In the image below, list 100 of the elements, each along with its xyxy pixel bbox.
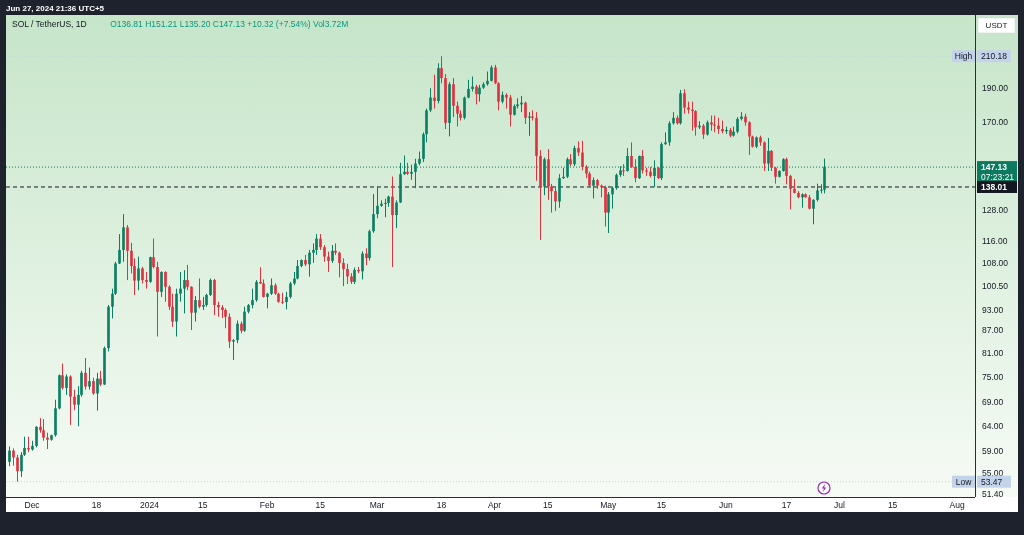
candlestick (198, 278, 201, 309)
ref-line-label: High (954, 51, 973, 62)
candlestick (573, 145, 576, 167)
candlestick (164, 270, 167, 303)
x-tick-label: 18 (91, 500, 102, 510)
candlestick (179, 271, 182, 303)
x-tick-label: 15 (542, 500, 553, 510)
x-tick-label: 2024 (140, 500, 160, 510)
candlestick (137, 256, 140, 291)
x-tick-label: Dec (24, 500, 41, 510)
candlestick (668, 120, 671, 147)
candlestick (183, 269, 186, 314)
y-tick-label: 59.00 (982, 446, 1004, 457)
candlestick (122, 213, 125, 263)
y-tick-label: 64.00 (982, 420, 1004, 431)
text: O136.81 H151.21 L135.20 C147.13 +10.32 (+7.54%) Vol3.72M (110, 19, 349, 29)
candlestick (384, 198, 387, 218)
candlestick (35, 425, 38, 448)
candlestick (592, 176, 595, 199)
candlestick (65, 373, 68, 396)
candlestick (812, 198, 815, 225)
x-tick-label: 15 (315, 500, 326, 510)
y-tick-label: 69.00 (982, 397, 1004, 408)
y-tick-label: 81.00 (982, 347, 1004, 358)
candlestick (194, 295, 197, 323)
candlestick (524, 101, 527, 125)
x-tick-label: Jul (834, 500, 846, 510)
y-tick-label: 108.00 (982, 258, 1009, 269)
y-tick-label: 75.00 (982, 371, 1004, 382)
y-tick-label: 93.00 (982, 304, 1004, 315)
candlestick (16, 454, 19, 483)
x-tick-label: 15 (656, 500, 667, 510)
candlestick (84, 357, 87, 391)
x-tick-label: 18 (436, 500, 447, 510)
candlestick (391, 176, 394, 268)
candlestick (281, 292, 284, 305)
y-tick-label: 128.00 (982, 205, 1009, 216)
x-tick-label: Aug (949, 500, 965, 510)
ref-line-label: Low (955, 476, 973, 487)
candlestick (61, 363, 64, 391)
x-tick-label: 15 (887, 500, 898, 510)
candlestick (531, 109, 534, 122)
candlestick (634, 158, 637, 183)
y-tick-label: 138.01 (981, 181, 1008, 192)
candlestick (562, 167, 565, 180)
candlestick (789, 174, 792, 210)
candlestick (251, 288, 254, 309)
x-tick-label: Apr (487, 500, 502, 510)
text: Jun 27, 2024 21:36 UTC+5 (6, 3, 105, 13)
candlestick (342, 257, 345, 287)
candlestick (338, 251, 341, 278)
candlestick (763, 140, 766, 172)
candlestick (361, 250, 364, 280)
candlestick (232, 338, 235, 361)
candlestick (186, 264, 189, 291)
candlestick (224, 307, 227, 329)
candlestick (581, 140, 584, 171)
candlestick (429, 87, 432, 113)
text: 07:23:21 (981, 172, 1015, 183)
y-tick-label: 170.00 (982, 117, 1009, 128)
candlestick (372, 193, 375, 234)
y-tick-label: 190.00 (982, 82, 1009, 93)
y-tick-label: 147.13 (981, 162, 1008, 173)
candlestick (558, 173, 561, 209)
candlestick (440, 55, 443, 84)
y-tick-label: 100.50 (982, 280, 1009, 291)
y-tick-label: 55.00 (982, 467, 1004, 478)
y-tick-label: 116.00 (982, 235, 1008, 246)
candlestick (327, 251, 330, 273)
candlestick (376, 185, 379, 219)
x-tick-label: Feb (259, 500, 275, 510)
candlestick (73, 389, 76, 411)
y-tick-label: 87.00 (982, 325, 1004, 336)
x-tick-label: Mar (369, 500, 385, 510)
candlestick (630, 141, 633, 169)
y-tick-label: 53.47 (981, 476, 1003, 487)
candlestick (69, 374, 72, 426)
candlestick (433, 74, 436, 110)
candlestick (346, 263, 349, 285)
candlestick (308, 249, 311, 278)
candlestick (653, 159, 656, 188)
candlestick (767, 137, 770, 172)
candlestick (554, 186, 557, 212)
candlestick (452, 77, 455, 118)
text: SOL / TetherUS, 1D (12, 19, 87, 29)
candlestick (607, 191, 610, 234)
candlestick (160, 270, 163, 298)
candlestick (255, 279, 258, 303)
candlestick (509, 94, 512, 127)
x-tick-label: Jun (718, 500, 733, 510)
candlestick (8, 445, 11, 467)
candlestick (683, 88, 686, 115)
x-tick-label: 17 (781, 500, 792, 510)
x-tick-label: 15 (197, 500, 208, 510)
y-tick-label: 51.40 (982, 488, 1004, 499)
candlestick (770, 149, 773, 172)
y-tick-label: 210.18 (981, 51, 1008, 62)
candlestick (126, 224, 129, 281)
candlestick (463, 96, 466, 120)
candlestick (611, 186, 614, 210)
